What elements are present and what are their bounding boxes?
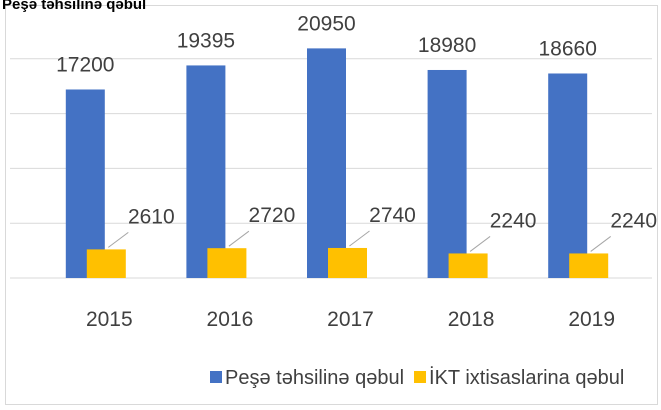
data-label: 2240: [610, 209, 657, 232]
data-label: 2240: [490, 209, 537, 232]
x-tick-label: 2018: [448, 308, 495, 331]
data-label: 2740: [369, 204, 416, 227]
legend-swatch: [210, 371, 222, 383]
leader-line: [108, 231, 129, 248]
x-tick-label: 2016: [207, 308, 254, 331]
bar: [86, 249, 126, 278]
data-label: 2610: [128, 205, 175, 228]
bar: [569, 253, 609, 278]
leader-line: [469, 236, 491, 252]
legend-label: Peşə təhsilinə qəbul: [225, 367, 404, 389]
data-label: 18980: [418, 34, 476, 57]
leader-line: [228, 230, 250, 247]
x-tick-label: 2017: [327, 308, 374, 331]
data-label: 2720: [249, 204, 296, 227]
data-label: 17200: [56, 53, 114, 76]
bar: [186, 65, 226, 278]
bar: [427, 69, 467, 278]
x-tick-label: 2019: [568, 308, 615, 331]
data-label: 19395: [177, 29, 235, 52]
legend-label: İKT ixtisaslarina qəbul: [429, 366, 624, 389]
leader-line: [590, 236, 612, 252]
bar: [448, 253, 488, 278]
bar: [207, 248, 247, 278]
bar: [65, 89, 105, 278]
chart-title: Peşə təhsilinə qəbul: [2, 0, 146, 13]
bar: [307, 48, 346, 278]
bar: [328, 247, 367, 278]
data-label: 18660: [538, 37, 596, 60]
legend-swatch: [414, 371, 427, 383]
leader-line: [349, 230, 370, 247]
data-label: 20950: [297, 12, 355, 35]
x-tick-label: 2015: [86, 308, 133, 331]
bar: [548, 73, 588, 279]
